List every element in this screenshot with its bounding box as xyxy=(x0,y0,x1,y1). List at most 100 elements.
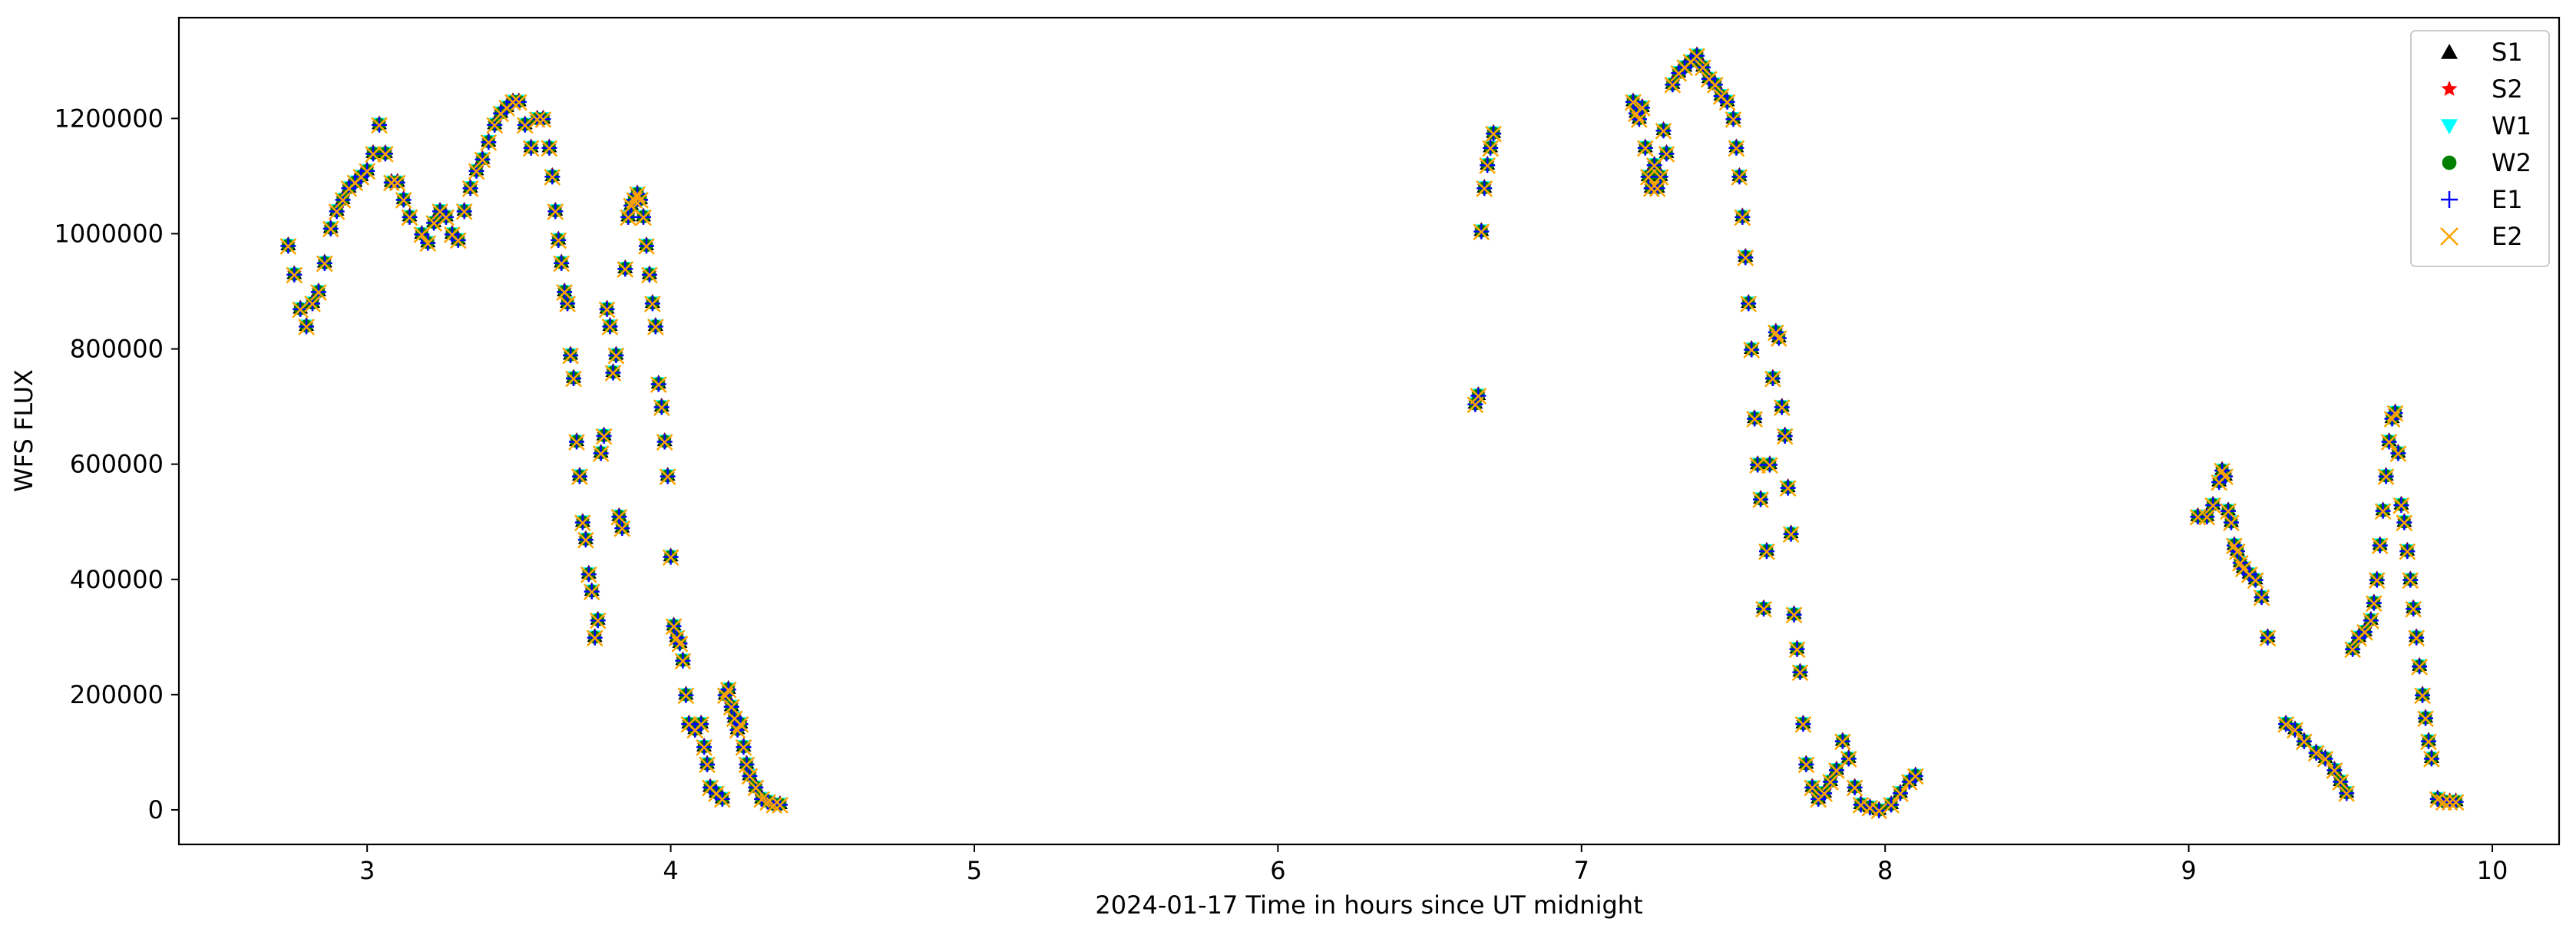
data-point-e2 xyxy=(2217,468,2234,486)
data-point-e2 xyxy=(365,145,382,163)
plot-frame xyxy=(177,16,2561,846)
data-point-e2 xyxy=(1688,48,1705,65)
x-tick-label: 7 xyxy=(1574,856,1589,885)
data-point-e2 xyxy=(2435,794,2452,811)
data-point-e2 xyxy=(2411,658,2428,676)
data-point-e2 xyxy=(635,209,652,226)
data-point-e2 xyxy=(1652,169,1669,186)
data-point-e2 xyxy=(665,618,683,636)
data-point-e2 xyxy=(571,468,588,486)
data-point-e2 xyxy=(565,370,582,388)
data-point-e2 xyxy=(1724,111,1742,128)
y-tick-label: 400000 xyxy=(70,565,164,594)
data-point-e2 xyxy=(310,284,327,301)
data-point-e2 xyxy=(556,284,574,301)
data-point-e2 xyxy=(1761,457,1778,474)
data-point-e2 xyxy=(1797,756,1815,774)
data-point-e2 xyxy=(2316,751,2334,768)
legend-label-e2: E2 xyxy=(2492,222,2523,251)
x-tick-label: 8 xyxy=(1877,856,1893,885)
data-point-e2 xyxy=(729,722,746,739)
data-point-e2 xyxy=(2399,543,2416,560)
data-point-e2 xyxy=(1695,59,1711,77)
data-point-e2 xyxy=(1779,480,1797,497)
legend-label-w2: W2 xyxy=(2492,148,2531,177)
data-point-e2 xyxy=(2204,497,2222,514)
data-point-e2 xyxy=(1625,94,1642,111)
data-point-e2 xyxy=(1476,180,1493,197)
data-point-e2 xyxy=(1861,799,1879,817)
data-point-e2 xyxy=(304,296,321,312)
data-point-e2 xyxy=(2380,434,2398,451)
data-point-e2 xyxy=(461,180,479,197)
data-point-e2 xyxy=(382,174,400,192)
data-point-e2 xyxy=(772,797,789,814)
data-point-e2 xyxy=(696,739,713,756)
data-point-e2 xyxy=(328,203,346,220)
data-point-e2 xyxy=(613,520,631,537)
legend: S1 S2 W1 W2 E1 E2 xyxy=(2410,30,2550,267)
data-markers xyxy=(279,46,2465,820)
data-point-e2 xyxy=(668,629,686,647)
data-point-e2 xyxy=(1834,733,1851,751)
data-point-e2 xyxy=(638,238,655,255)
data-point-e2 xyxy=(510,94,527,111)
data-point-e2 xyxy=(2307,745,2325,762)
data-point-e2 xyxy=(2253,589,2270,606)
data-point-e2 xyxy=(601,319,619,335)
data-point-e2 xyxy=(610,508,628,526)
data-point-e2 xyxy=(1467,396,1484,414)
legend-marker-w1 xyxy=(2441,119,2458,134)
data-point-e2 xyxy=(425,215,443,232)
data-point-e2 xyxy=(2414,687,2431,705)
data-point-e2 xyxy=(2362,612,2379,629)
data-point-e2 xyxy=(2405,600,2422,618)
data-point-e2 xyxy=(2226,537,2243,555)
data-point-e2 xyxy=(359,163,376,180)
y-tick-label: 600000 xyxy=(70,450,164,479)
data-point-e2 xyxy=(580,566,597,583)
data-point-e2 xyxy=(544,169,561,186)
x-tick-label: 3 xyxy=(359,856,375,885)
data-point-e2 xyxy=(629,186,646,203)
data-point-e2 xyxy=(1631,111,1648,128)
legend-marker-e2 xyxy=(2440,227,2459,246)
data-point-e2 xyxy=(534,111,552,128)
data-point-e2 xyxy=(279,238,297,255)
data-point-e2 xyxy=(653,399,670,416)
data-point-e2 xyxy=(2441,794,2459,811)
data-point-e2 xyxy=(650,376,667,393)
data-point-e2 xyxy=(550,232,567,249)
data-point-e2 xyxy=(2389,445,2407,463)
y-axis-label: WFS FLUX xyxy=(9,369,38,492)
data-point-e2 xyxy=(1479,157,1496,174)
data-point-e2 xyxy=(334,192,352,209)
data-point-e2 xyxy=(1633,99,1651,117)
data-point-e2 xyxy=(1734,209,1751,226)
data-point-e2 xyxy=(2198,508,2216,526)
data-point-e2 xyxy=(419,235,437,253)
data-point-e2 xyxy=(438,209,455,226)
data-point-e2 xyxy=(2423,751,2440,768)
data-point-e2 xyxy=(522,140,540,157)
data-point-e2 xyxy=(455,203,473,220)
x-tick-label: 6 xyxy=(1270,856,1285,885)
data-point-e2 xyxy=(2356,623,2373,641)
data-point-e2 xyxy=(2247,572,2264,590)
data-point-e2 xyxy=(607,347,625,365)
x-axis-label: 2024-01-17 Time in hours since UT midnig… xyxy=(1095,890,1642,920)
data-point-e2 xyxy=(732,716,749,733)
data-point-e2 xyxy=(553,255,570,273)
data-point-e2 xyxy=(2447,794,2465,811)
data-point-e2 xyxy=(1804,779,1821,797)
data-point-e2 xyxy=(322,220,339,238)
y-tick-label: 1000000 xyxy=(54,219,164,248)
data-point-e2 xyxy=(1658,145,1675,163)
data-point-e2 xyxy=(1655,122,1672,140)
data-point-e2 xyxy=(1767,324,1784,342)
data-point-e2 xyxy=(674,653,692,670)
data-point-e2 xyxy=(1706,76,1724,94)
data-point-e2 xyxy=(1816,785,1833,802)
data-point-e2 xyxy=(1648,180,1666,197)
data-point-e2 xyxy=(2214,462,2230,480)
